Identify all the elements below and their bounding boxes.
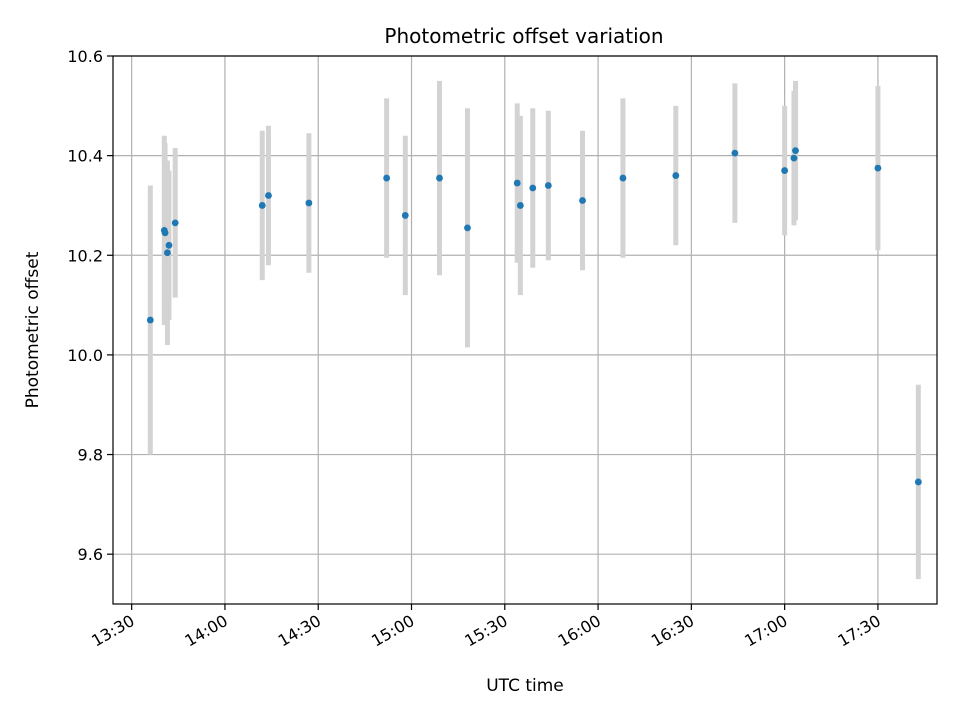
x-tick-label: 16:30 <box>648 611 697 651</box>
data-point <box>171 219 179 227</box>
data-point <box>164 249 171 257</box>
x-tick-label: 14:30 <box>275 611 324 651</box>
y-tick-label: 10.4 <box>67 147 103 166</box>
data-point <box>914 478 922 486</box>
x-tick-label: 17:00 <box>741 611 790 651</box>
data-point <box>790 154 798 162</box>
y-axis-ticks: 9.6 9.8 10.0 10.2 10.4 10.6 <box>67 47 113 564</box>
data-point <box>874 164 882 172</box>
data-points <box>146 147 922 486</box>
x-axis-label: UTC time <box>486 676 564 696</box>
y-axis-label: Photometric offset <box>23 251 43 408</box>
grid <box>113 55 937 604</box>
data-point <box>544 182 552 189</box>
x-tick-label: 15:00 <box>368 611 417 651</box>
x-tick-label: 17:30 <box>834 611 883 651</box>
data-point <box>258 202 266 209</box>
data-point <box>165 241 173 249</box>
data-point <box>579 197 586 204</box>
data-point <box>513 179 521 187</box>
data-point <box>146 316 154 324</box>
data-point <box>265 192 272 199</box>
data-point <box>781 167 789 174</box>
x-tick-label: 15:30 <box>461 611 510 651</box>
data-point <box>516 202 524 209</box>
data-point <box>401 212 409 219</box>
data-point <box>436 174 443 182</box>
data-point <box>305 199 313 207</box>
data-point <box>464 224 471 232</box>
data-point <box>619 174 627 182</box>
y-tick-label: 9.8 <box>78 446 103 465</box>
x-axis-ticks: 13:30 14:00 14:30 15:00 15:30 16:00 16:30 17:00… <box>88 604 884 651</box>
x-tick-label: 14:00 <box>182 611 231 651</box>
chart-title: Photometric offset variation <box>384 24 663 48</box>
plot-frame <box>112 55 938 605</box>
x-tick-label: 16:00 <box>555 611 604 651</box>
data-point <box>161 229 169 237</box>
y-tick-label: 9.6 <box>78 545 103 564</box>
y-tick-label: 10.0 <box>67 346 103 365</box>
y-tick-label: 10.6 <box>67 47 103 66</box>
y-tick-label: 10.2 <box>67 246 103 265</box>
data-point <box>672 172 680 179</box>
data-point <box>383 174 391 182</box>
data-point <box>792 147 799 155</box>
data-point <box>529 184 537 192</box>
data-point <box>731 149 739 157</box>
x-tick-label: 13:30 <box>88 611 137 651</box>
